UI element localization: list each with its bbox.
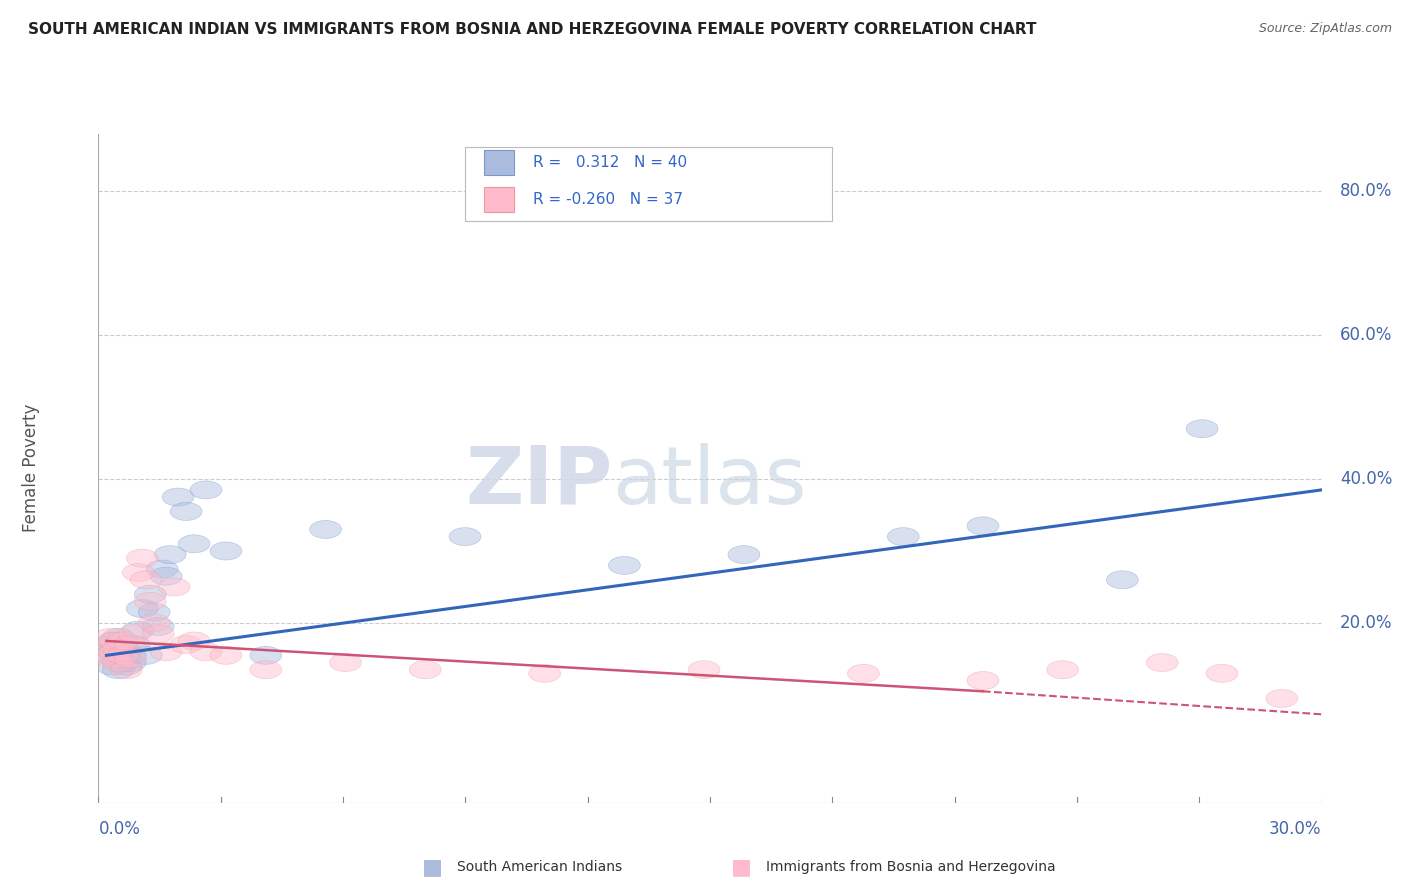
Ellipse shape [98, 643, 131, 661]
Text: 20.0%: 20.0% [1340, 614, 1392, 632]
Ellipse shape [250, 647, 281, 665]
Ellipse shape [848, 665, 879, 682]
Text: South American Indians: South American Indians [457, 860, 621, 874]
Ellipse shape [98, 632, 131, 650]
Ellipse shape [150, 643, 183, 661]
Ellipse shape [142, 624, 174, 643]
Ellipse shape [107, 654, 138, 672]
Ellipse shape [150, 567, 183, 585]
Ellipse shape [107, 640, 138, 657]
Text: 80.0%: 80.0% [1340, 182, 1392, 201]
Ellipse shape [94, 628, 127, 647]
Ellipse shape [97, 650, 128, 668]
Ellipse shape [103, 628, 135, 647]
Ellipse shape [1265, 690, 1298, 707]
Text: Immigrants from Bosnia and Herzegovina: Immigrants from Bosnia and Herzegovina [766, 860, 1056, 874]
Ellipse shape [887, 528, 920, 546]
Ellipse shape [118, 635, 150, 654]
Ellipse shape [209, 542, 242, 560]
Text: atlas: atlas [612, 442, 807, 521]
Ellipse shape [449, 528, 481, 546]
Ellipse shape [94, 647, 127, 665]
Ellipse shape [138, 614, 170, 632]
Ellipse shape [728, 546, 759, 564]
Ellipse shape [107, 632, 138, 650]
Ellipse shape [309, 520, 342, 539]
Ellipse shape [93, 640, 124, 657]
Ellipse shape [688, 661, 720, 679]
Ellipse shape [107, 647, 138, 665]
Ellipse shape [1107, 571, 1139, 589]
Text: ZIP: ZIP [465, 442, 612, 521]
Ellipse shape [114, 650, 146, 668]
Ellipse shape [131, 571, 162, 589]
Ellipse shape [190, 481, 222, 499]
FancyBboxPatch shape [465, 147, 832, 221]
Ellipse shape [170, 502, 202, 520]
Ellipse shape [127, 549, 159, 567]
Ellipse shape [329, 654, 361, 672]
FancyBboxPatch shape [484, 186, 515, 212]
Ellipse shape [138, 603, 170, 621]
Ellipse shape [162, 488, 194, 506]
Ellipse shape [98, 643, 131, 661]
Ellipse shape [114, 635, 146, 654]
Ellipse shape [131, 647, 162, 665]
Ellipse shape [529, 665, 561, 682]
Ellipse shape [122, 564, 155, 582]
Ellipse shape [967, 516, 998, 535]
Text: SOUTH AMERICAN INDIAN VS IMMIGRANTS FROM BOSNIA AND HERZEGOVINA FEMALE POVERTY C: SOUTH AMERICAN INDIAN VS IMMIGRANTS FROM… [28, 22, 1036, 37]
Text: R =   0.312   N = 40: R = 0.312 N = 40 [533, 155, 686, 170]
Ellipse shape [1146, 654, 1178, 672]
Ellipse shape [190, 643, 222, 661]
Ellipse shape [1046, 661, 1078, 679]
Ellipse shape [409, 661, 441, 679]
Ellipse shape [1187, 420, 1218, 438]
Text: R = -0.260   N = 37: R = -0.260 N = 37 [533, 192, 683, 207]
Ellipse shape [967, 672, 998, 690]
Ellipse shape [98, 632, 131, 650]
Ellipse shape [122, 621, 155, 640]
Ellipse shape [250, 661, 281, 679]
Ellipse shape [114, 654, 146, 672]
Ellipse shape [1206, 665, 1237, 682]
Ellipse shape [103, 654, 135, 672]
Ellipse shape [97, 657, 128, 675]
Ellipse shape [114, 647, 146, 665]
Ellipse shape [118, 624, 150, 643]
Ellipse shape [209, 647, 242, 665]
FancyBboxPatch shape [484, 150, 515, 175]
Ellipse shape [103, 640, 135, 657]
Ellipse shape [111, 661, 142, 679]
Ellipse shape [146, 560, 179, 578]
Ellipse shape [94, 647, 127, 665]
Text: 0.0%: 0.0% [98, 820, 141, 838]
Text: 40.0%: 40.0% [1340, 470, 1392, 488]
Ellipse shape [93, 640, 124, 657]
Text: 60.0%: 60.0% [1340, 326, 1392, 344]
Text: Female Poverty: Female Poverty [22, 404, 41, 533]
Ellipse shape [100, 650, 132, 668]
Text: ■: ■ [731, 857, 752, 877]
Ellipse shape [94, 635, 127, 654]
Ellipse shape [135, 585, 166, 603]
Ellipse shape [111, 657, 142, 675]
Ellipse shape [103, 661, 135, 679]
Ellipse shape [111, 643, 142, 661]
Text: 30.0%: 30.0% [1270, 820, 1322, 838]
Ellipse shape [155, 546, 186, 564]
Ellipse shape [159, 578, 190, 596]
Text: ■: ■ [422, 857, 443, 877]
Ellipse shape [170, 635, 202, 654]
Ellipse shape [135, 592, 166, 610]
Ellipse shape [103, 647, 135, 665]
Text: Source: ZipAtlas.com: Source: ZipAtlas.com [1258, 22, 1392, 36]
Ellipse shape [127, 599, 159, 617]
Ellipse shape [142, 617, 174, 636]
Ellipse shape [179, 632, 209, 650]
Ellipse shape [179, 535, 209, 553]
Ellipse shape [609, 557, 640, 574]
